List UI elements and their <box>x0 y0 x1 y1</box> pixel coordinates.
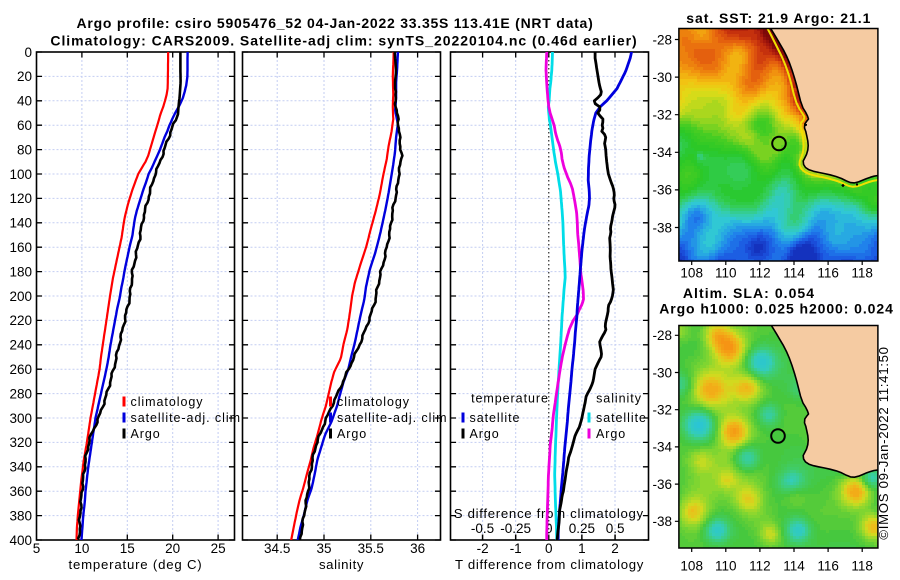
svg-text:118: 118 <box>851 266 873 281</box>
svg-text:140: 140 <box>9 216 32 231</box>
svg-text:Argo: Argo <box>470 427 500 441</box>
svg-text:35: 35 <box>316 541 331 556</box>
svg-text:-38: -38 <box>652 220 672 235</box>
svg-text:116: 116 <box>817 266 839 281</box>
svg-text:climatology: climatology <box>131 395 204 409</box>
svg-text:280: 280 <box>9 386 32 401</box>
svg-text:-0.25: -0.25 <box>500 521 531 536</box>
svg-text:220: 220 <box>9 313 32 328</box>
svg-text:T difference from climatology: T difference from climatology <box>455 557 644 572</box>
svg-text:satellite-adj. clim: satellite-adj. clim <box>131 411 241 425</box>
svg-text:satellite-adj. clim: satellite-adj. clim <box>337 411 447 425</box>
svg-text:sat. SST: 21.9 Argo: 21.1: sat. SST: 21.9 Argo: 21.1 <box>686 10 871 26</box>
svg-text:36: 36 <box>410 541 425 556</box>
svg-text:-30: -30 <box>652 70 672 85</box>
svg-text:climatology: climatology <box>337 395 410 409</box>
svg-text:200: 200 <box>9 289 32 304</box>
svg-text:satellite: satellite <box>470 411 521 425</box>
svg-text:110: 110 <box>715 266 737 281</box>
svg-text:-2: -2 <box>477 541 489 556</box>
svg-text:100: 100 <box>9 167 32 182</box>
svg-text:34.5: 34.5 <box>264 541 290 556</box>
svg-text:180: 180 <box>9 264 32 279</box>
svg-text:-1: -1 <box>510 541 522 556</box>
svg-text:112: 112 <box>749 266 771 281</box>
svg-text:Argo: Argo <box>337 427 367 441</box>
svg-text:25: 25 <box>211 541 226 556</box>
svg-text:temperature (deg C): temperature (deg C) <box>69 557 203 572</box>
svg-text:-34: -34 <box>652 145 672 160</box>
svg-text:15: 15 <box>120 541 135 556</box>
svg-text:20: 20 <box>165 541 180 556</box>
svg-text:35.5: 35.5 <box>358 541 384 556</box>
svg-text:Climatology: CARS2009. Satelli: Climatology: CARS2009. Satellite-adj cli… <box>50 33 637 49</box>
svg-text:0: 0 <box>545 541 553 556</box>
svg-text:20: 20 <box>17 69 32 84</box>
svg-text:120: 120 <box>9 191 32 206</box>
svg-text:114: 114 <box>783 266 805 281</box>
svg-text:0.5: 0.5 <box>606 521 625 536</box>
svg-text:80: 80 <box>17 142 32 157</box>
svg-text:300: 300 <box>9 411 32 426</box>
svg-text:-36: -36 <box>652 183 672 198</box>
svg-text:0: 0 <box>24 45 32 60</box>
svg-text:340: 340 <box>9 460 32 475</box>
svg-text:0.25: 0.25 <box>569 521 595 536</box>
svg-text:-32: -32 <box>652 108 672 123</box>
svg-text:400: 400 <box>9 533 32 548</box>
svg-text:Argo: Argo <box>596 427 626 441</box>
svg-text:108: 108 <box>680 266 703 281</box>
svg-text:-0.5: -0.5 <box>471 521 494 536</box>
svg-text:salinity: salinity <box>596 392 642 406</box>
svg-text:260: 260 <box>9 362 32 377</box>
svg-text:40: 40 <box>17 94 32 109</box>
svg-text:160: 160 <box>9 240 32 255</box>
svg-text:salinity: salinity <box>319 557 364 572</box>
svg-text:320: 320 <box>9 435 32 450</box>
svg-text:-28: -28 <box>652 32 672 47</box>
svg-text:Argo: Argo <box>131 427 161 441</box>
svg-text:240: 240 <box>9 338 32 353</box>
svg-text:satellite: satellite <box>596 411 647 425</box>
svg-text:temperature: temperature <box>471 392 549 406</box>
svg-text:360: 360 <box>9 484 32 499</box>
svg-text:380: 380 <box>9 508 32 523</box>
svg-text:Argo profile: csiro 5905476_52: Argo profile: csiro 5905476_52 04-Jan-20… <box>76 15 593 31</box>
svg-text:1: 1 <box>578 541 586 556</box>
svg-text:60: 60 <box>17 118 32 133</box>
svg-text:10: 10 <box>74 541 89 556</box>
svg-text:5: 5 <box>33 541 41 556</box>
svg-text:2: 2 <box>611 541 619 556</box>
svg-text:0: 0 <box>545 521 553 536</box>
